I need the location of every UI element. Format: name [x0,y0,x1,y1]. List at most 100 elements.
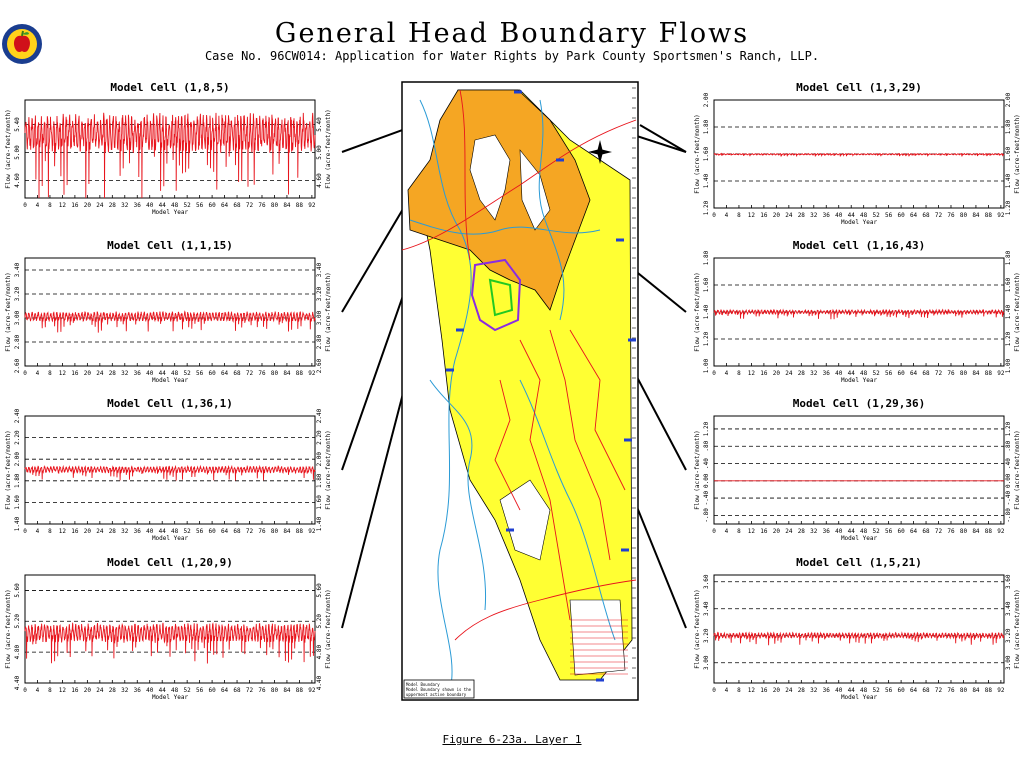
x-tick-label: 56 [196,528,204,535]
y-axis-label: Flow (acre-feet/month) [5,430,12,509]
boundary-marker [446,368,454,372]
x-tick-label: 12 [59,202,67,209]
x-tick-label: 32 [121,370,129,377]
x-tick-label: 20 [773,687,781,694]
y-tick-label: 3.20 [14,286,21,301]
x-tick-label: 16 [760,212,768,219]
y-tick-label-right: 2.60 [316,358,323,373]
x-tick-label: 64 [910,687,918,694]
x-tick-label: 72 [935,528,943,535]
x-tick-label: 48 [171,528,179,535]
x-tick-label: 20 [84,202,92,209]
x-tick-label: 80 [960,370,968,377]
x-tick-label: 60 [208,687,216,694]
x-axis-label: Model Year [841,377,878,384]
y-tick-label-right: -.40 [1005,490,1012,505]
x-axis-label: Model Year [841,694,878,701]
x-tick-label: 92 [997,212,1005,219]
x-tick-label: 88 [985,212,993,219]
chart-title: Model Cell (1,1,15) [107,239,233,252]
x-tick-label: 20 [773,212,781,219]
y-tick-label: 3.40 [703,601,710,616]
x-tick-label: 28 [798,528,806,535]
x-tick-label: 24 [96,687,104,694]
y-tick-label-right: 1.60 [1005,277,1012,292]
leader-line [639,124,687,153]
road [459,89,471,261]
y-tick-label: 1.00 [703,358,710,373]
x-tick-label: 44 [848,687,856,694]
x-tick-label: 20 [773,370,781,377]
y-tick-label: 1.60 [703,146,710,161]
x-tick-label: 12 [59,687,67,694]
x-axis-label: Model Year [152,377,189,384]
x-tick-label: 60 [208,370,216,377]
x-tick-label: 36 [823,212,831,219]
x-tick-label: 28 [798,370,806,377]
x-tick-label: 28 [798,687,806,694]
x-tick-label: 44 [848,528,856,535]
y-axis-label-right: Flow (acre-feet/month) [1014,589,1021,668]
x-tick-label: 40 [146,370,154,377]
well-field-boundary [488,278,514,317]
y-tick-label: 1.40 [703,304,710,319]
x-tick-label: 16 [760,687,768,694]
y-tick-label-right: 3.20 [316,286,323,301]
y-tick-label-right: 0.00 [1005,473,1012,488]
x-tick-label: 56 [196,370,204,377]
x-tick-label: 92 [308,202,316,209]
y-tick-label-right: 1.20 [1005,421,1012,436]
y-tick-label-right: .80 [1005,440,1012,451]
x-tick-label: 72 [935,370,943,377]
y-tick-label: 2.60 [14,358,21,373]
x-tick-label: 64 [221,528,229,535]
x-tick-label: 72 [246,687,254,694]
x-tick-label: 84 [283,370,291,377]
river [519,379,616,641]
x-tick-label: 56 [196,202,204,209]
x-tick-label: 64 [221,370,229,377]
y-tick-label-right: 2.20 [316,430,323,445]
road [519,339,571,621]
x-tick-label: 84 [283,202,291,209]
road [569,329,626,491]
x-tick-label: 16 [760,528,768,535]
plot-frame [24,99,316,199]
series-line [24,622,316,664]
x-tick-label: 8 [737,370,741,377]
y-tick-label: 1.80 [14,473,21,488]
x-tick-label: 92 [997,687,1005,694]
x-tick-label: 88 [985,370,993,377]
series-line [24,464,316,481]
x-tick-label: 80 [271,370,279,377]
x-tick-label: 88 [985,687,993,694]
x-tick-label: 80 [960,687,968,694]
x-tick-label: 76 [947,370,955,377]
boundary-marker [624,438,632,442]
y-tick-label: 1.60 [703,277,710,292]
x-tick-label: 52 [873,212,881,219]
y-axis-label-right: Flow (acre-feet/month) [325,430,332,509]
boundary-marker [506,528,514,532]
chart-title: Model Cell (1,5,21) [796,556,922,569]
y-tick-label-right: 3.60 [1005,574,1012,589]
y-tick-label-right: 1.80 [1005,119,1012,134]
x-tick-label: 80 [960,528,968,535]
x-tick-label: 72 [935,687,943,694]
x-tick-label: 16 [71,687,79,694]
y-axis-label: Flow (acre-feet/month) [694,589,701,668]
series-line [24,112,316,199]
x-tick-label: 44 [159,202,167,209]
y-tick-label-right: 5.00 [316,145,323,160]
x-tick-label: 52 [873,687,881,694]
plot-frame [713,415,1005,525]
x-tick-label: 44 [848,212,856,219]
x-tick-label: 84 [283,687,291,694]
x-tick-label: 24 [785,528,793,535]
y-tick-label: 1.20 [703,331,710,346]
x-tick-label: 60 [208,528,216,535]
y-tick-label: 2.00 [703,92,710,107]
chart-right-2: Model Cell (1,16,43) 1.00 1.00 1.20 1.20 1.40… [694,239,1021,384]
x-tick-label: 32 [810,687,818,694]
